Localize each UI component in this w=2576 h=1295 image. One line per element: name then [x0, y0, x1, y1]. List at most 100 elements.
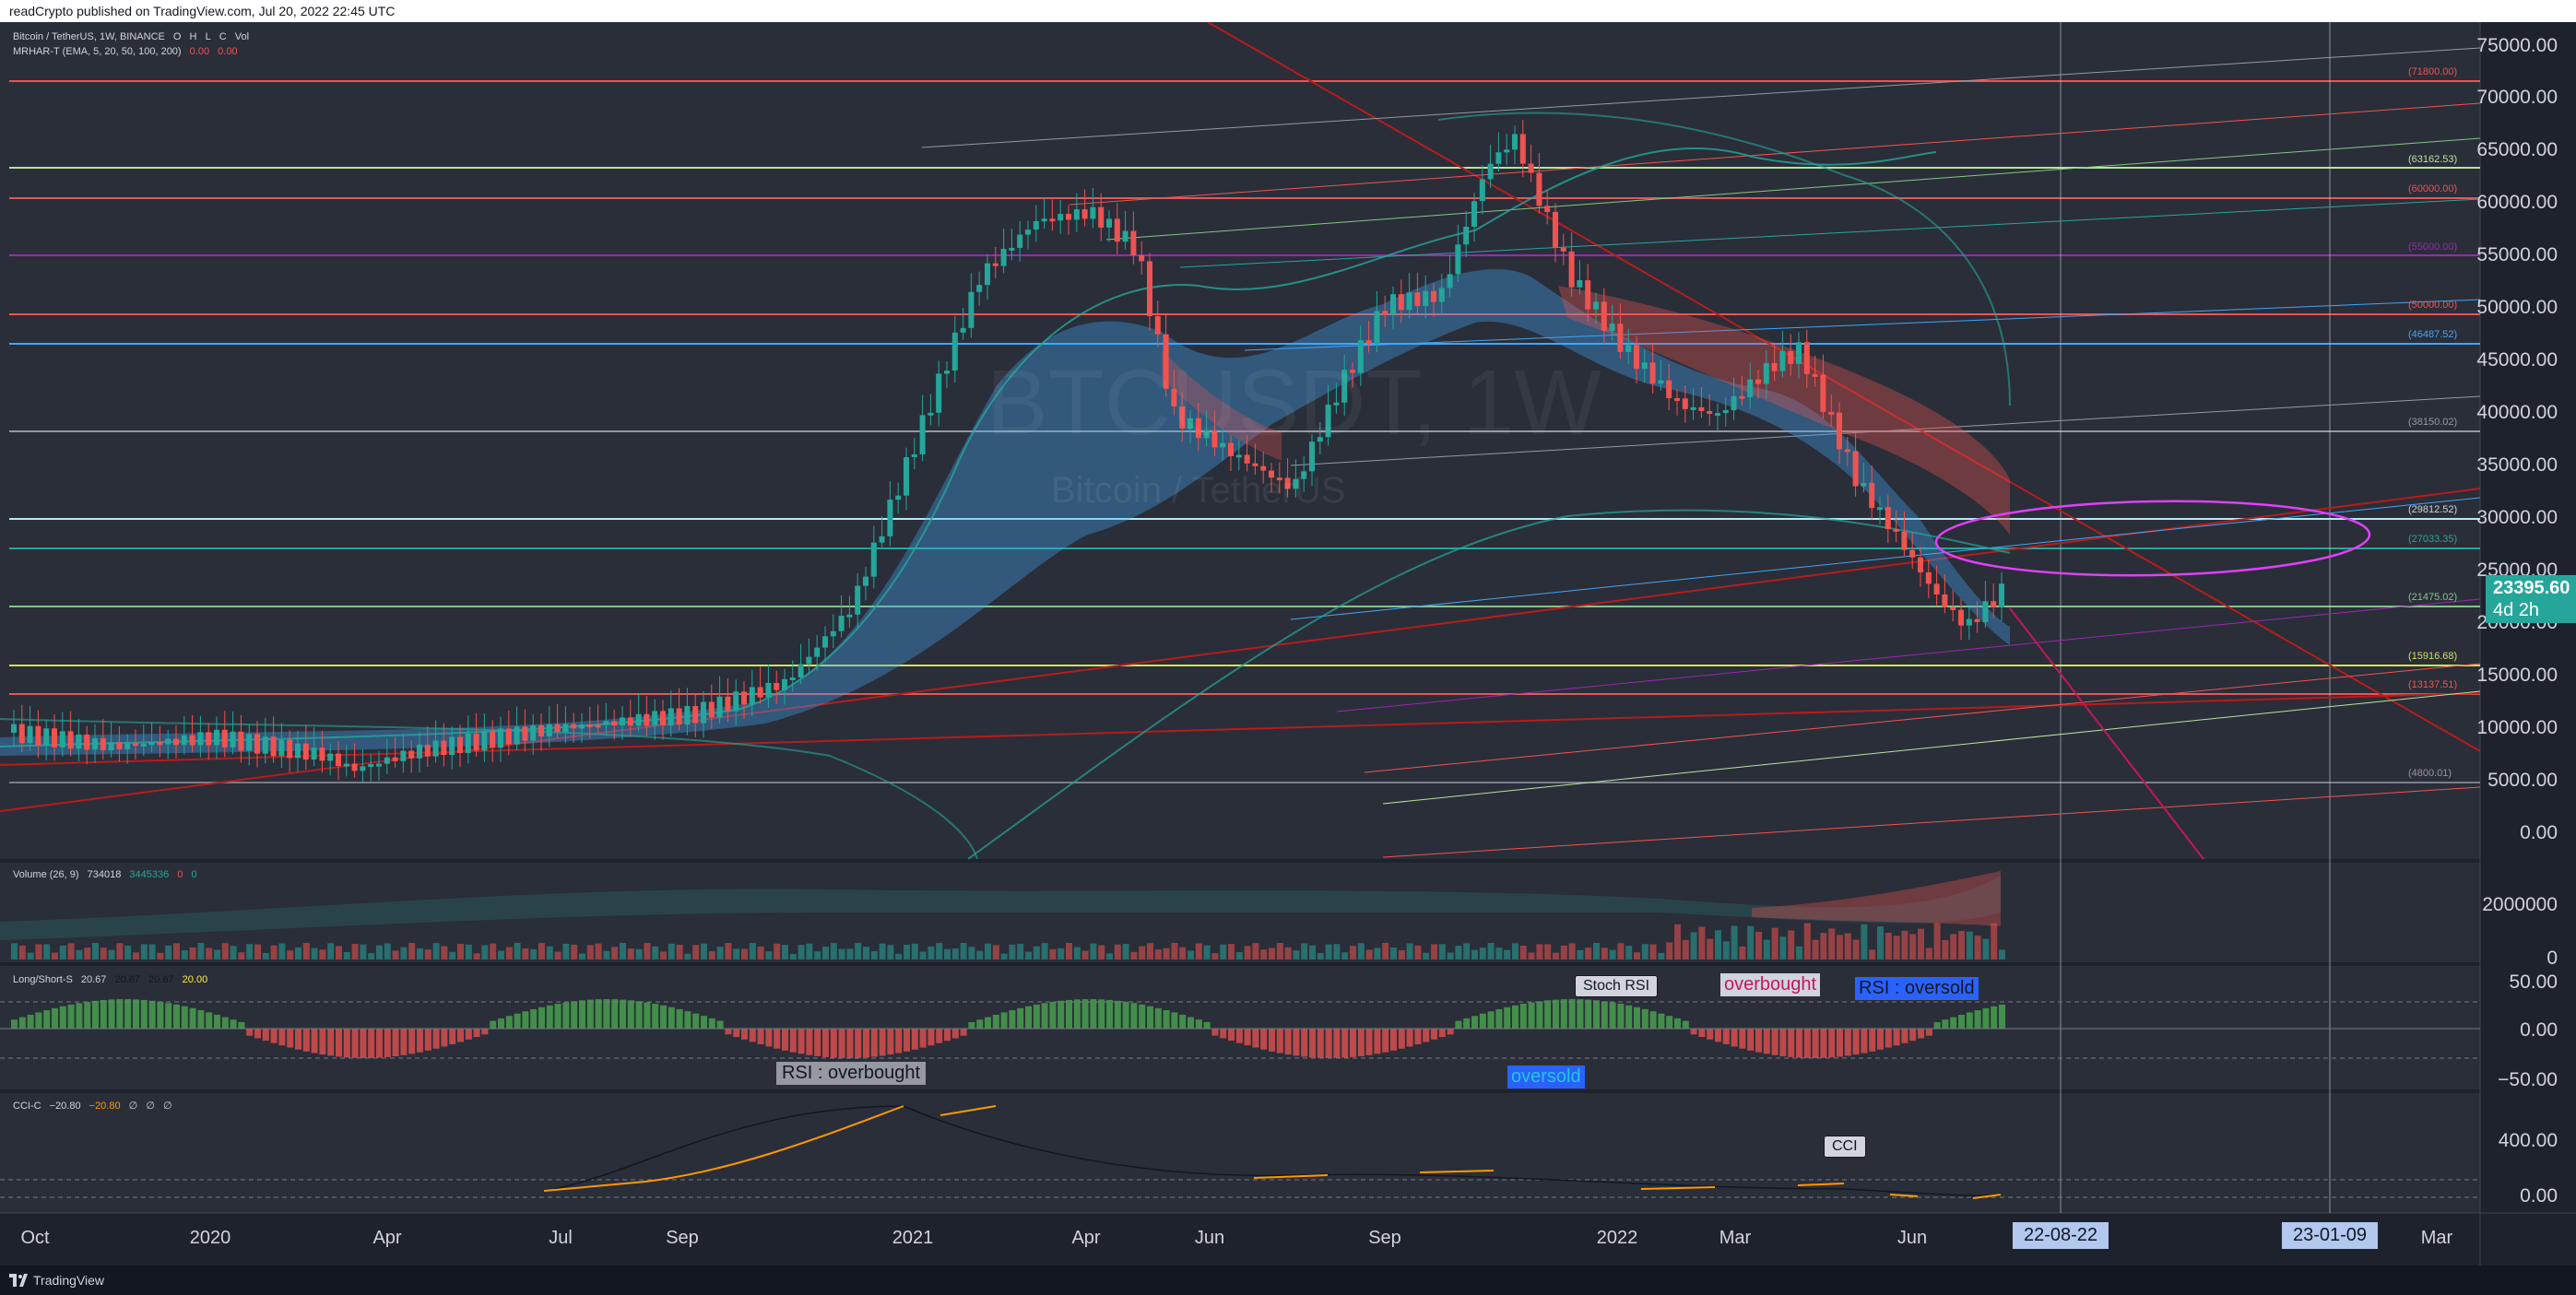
ls-bar [165, 1003, 172, 1029]
candle [384, 757, 390, 764]
ls-bar [1568, 999, 1576, 1029]
cci-callout[interactable]: CCI [1824, 1136, 1866, 1158]
ls-value-1: 20.67 [80, 974, 107, 985]
candle [1447, 274, 1453, 288]
ls-bar [936, 1029, 943, 1043]
candle [1365, 340, 1372, 345]
level-label: (4800.01) [2408, 768, 2452, 779]
candle [1406, 292, 1412, 311]
ls-bar [1235, 1029, 1243, 1043]
candle [1130, 230, 1137, 255]
volume-bar [1341, 952, 1349, 959]
volume-bar [1504, 949, 1511, 959]
ls-bar [1073, 999, 1081, 1029]
overbought-note[interactable]: overbought [1720, 973, 1821, 996]
ls-bar [782, 1029, 788, 1051]
ls-bar [1722, 1029, 1730, 1044]
candle [59, 731, 65, 748]
volume-bar [1382, 943, 1389, 959]
candle [84, 734, 90, 750]
candle [1885, 507, 1891, 529]
tradingview-logo[interactable]: TradingView [9, 1271, 104, 1289]
rsi-oversold-note[interactable]: RSI : oversold [1855, 977, 1979, 1000]
ls-bar [1154, 1007, 1162, 1029]
volume-bar [1147, 943, 1153, 959]
candle [806, 656, 812, 665]
volume-bar [936, 943, 943, 959]
volume-legend[interactable]: Volume (26, 9) 734018 3445336 0 0 [13, 869, 203, 880]
candle [1333, 402, 1340, 406]
candle [1625, 345, 1632, 352]
ohlc-close: C [219, 31, 227, 42]
ls-bar [1406, 1029, 1413, 1047]
candle [1617, 324, 1624, 352]
candle [1325, 404, 1331, 438]
ls-bar [1982, 1007, 1990, 1029]
ls-bar [181, 1006, 188, 1029]
candle [1837, 412, 1842, 450]
symbol-legend[interactable]: Bitcoin / TetherUS, 1W, BINANCE O H L C … [13, 31, 254, 42]
ls-bar [530, 1008, 538, 1029]
ls-value-4: 20.00 [182, 974, 208, 985]
ls-bar [1147, 1006, 1153, 1029]
date-marker-1[interactable]: 22-08-22 [2012, 1222, 2109, 1249]
ls-bar [1991, 1006, 1998, 1029]
volume-bar [1325, 944, 1332, 959]
stoch-rsi-callout[interactable]: Stoch RSI [1575, 975, 1659, 997]
ls-bar [1139, 1004, 1146, 1029]
cci-line [552, 1105, 2002, 1196]
candle [830, 630, 836, 637]
time-tick: Sep [1368, 1228, 1401, 1248]
candle [1293, 478, 1299, 489]
volume-bar [774, 943, 781, 959]
candle [1593, 301, 1599, 310]
candle [1568, 251, 1575, 288]
candle [278, 739, 285, 757]
candle [798, 664, 804, 678]
volume-bar [1999, 949, 2005, 959]
indicator-legend[interactable]: MRHAR-T (EMA, 5, 20, 50, 100, 200) 0.00 … [13, 46, 243, 57]
candle [985, 263, 990, 286]
volume-bar [206, 948, 213, 959]
rsi-overbought-note[interactable]: RSI : overbought [776, 1062, 927, 1085]
volume-bar [1901, 930, 1908, 959]
candle [1674, 397, 1680, 401]
volume-bar [1033, 946, 1040, 959]
ls-value-3: 20.67 [148, 974, 174, 985]
ls-legend[interactable]: Long/Short-S 20.67 20.67 20.67 20.00 [13, 974, 213, 985]
ls-bar [676, 1008, 683, 1029]
candle [400, 750, 407, 761]
ls-bar [1390, 1029, 1397, 1051]
candle [960, 327, 966, 333]
level-label: (29812.52) [2408, 504, 2458, 515]
volume-bar [1260, 949, 1268, 959]
candle [311, 748, 317, 760]
chart-canvas[interactable] [0, 22, 2576, 1266]
volume-bar [1755, 931, 1762, 959]
volume-bar [1609, 949, 1616, 959]
ls-bar [1901, 1029, 1908, 1043]
volume-bar [1188, 950, 1194, 959]
volume-bar [1974, 936, 1981, 959]
volume-bar [822, 946, 829, 959]
candle [124, 743, 131, 749]
volume-bar [1585, 948, 1592, 959]
candle [1771, 362, 1778, 371]
volume-bar [1739, 946, 1746, 959]
ls-bar [798, 1029, 805, 1054]
ls-bar [1269, 1029, 1275, 1052]
date-marker-2[interactable]: 23-01-09 [2281, 1222, 2379, 1249]
volume-bar [1357, 943, 1365, 959]
time-tick: Oct [20, 1228, 50, 1248]
oversold-note[interactable]: oversold [1507, 1065, 1585, 1089]
volume-bar [579, 953, 585, 959]
ls-bar [765, 1029, 773, 1047]
candle [879, 536, 885, 543]
candle [1893, 528, 1899, 532]
volume-bar [1617, 943, 1625, 959]
cci-legend[interactable]: CCI-C −20.80 −20.80 ∅ ∅ ∅ [13, 1100, 178, 1112]
ls-bar [133, 999, 139, 1029]
candle [1519, 134, 1526, 164]
volume-bar [214, 949, 220, 959]
ls-bar [1301, 1029, 1308, 1057]
